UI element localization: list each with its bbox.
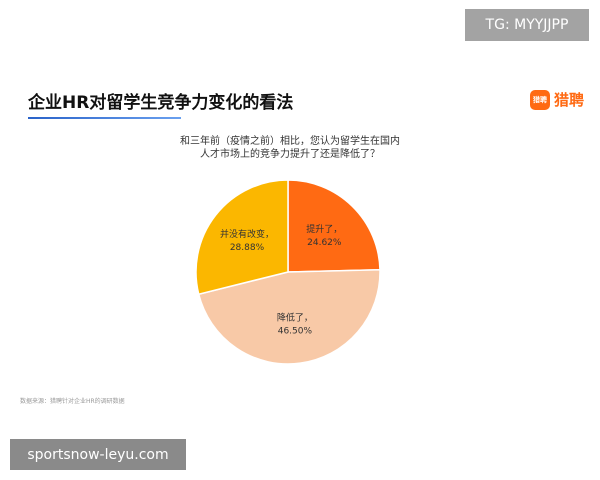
pie-slice-0 — [287, 179, 381, 273]
slice-label-2: 并没有改变， — [220, 228, 274, 240]
chart-title-line-1: 和三年前（疫情之前）相比，您认为留学生在国内 — [180, 136, 400, 147]
chart-title: 和三年前（疫情之前）相比，您认为留学生在国内 人才市场上的竞争力提升了还是降低了… — [170, 135, 410, 161]
watermark-top: TG: MYYJJPP — [465, 9, 589, 41]
title-underline — [28, 117, 181, 119]
pie-slice-2 — [195, 179, 289, 296]
slice-label-1: 降低了， — [277, 312, 313, 324]
watermark-bottom: sportsnow-leyu.com — [10, 439, 186, 470]
chart-title-line-2: 人才市场上的竞争力提升了还是降低了？ — [200, 149, 380, 160]
pie-slice-1 — [197, 269, 381, 365]
slice-value-2: 28.88% — [230, 243, 265, 253]
logo-text: 猎聘 — [554, 91, 585, 109]
slice-label-0: 提升了， — [306, 224, 342, 235]
liepin-logo-icon: 猎聘 — [530, 89, 550, 110]
brand-logo: 猎聘 猎聘 — [530, 89, 584, 110]
data-source-note: 数据来源：猎聘针对企业HR的调研数据 — [20, 398, 125, 405]
page-title: 企业HR对留学生竞争力变化的看法 — [28, 93, 294, 113]
slice-value-0: 24.62% — [307, 238, 342, 248]
slice-value-1: 46.50% — [278, 327, 313, 337]
